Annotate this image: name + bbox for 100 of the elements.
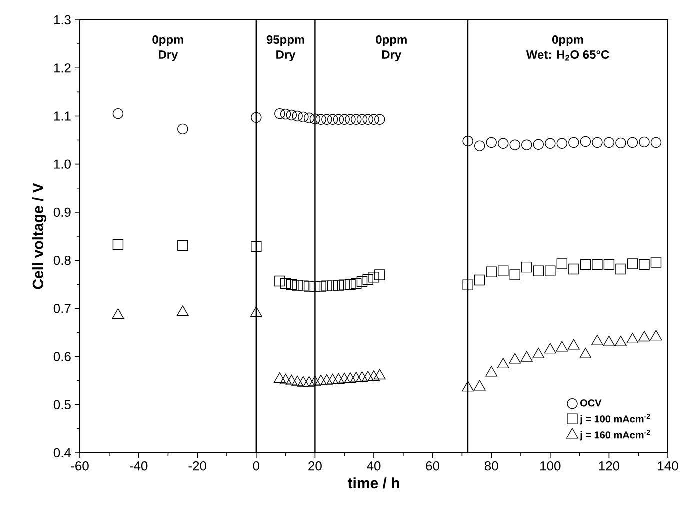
point	[176, 306, 189, 316]
point	[509, 353, 522, 364]
point	[344, 372, 356, 383]
point	[362, 274, 374, 286]
point	[650, 258, 662, 268]
point	[580, 348, 592, 358]
annotation: Dry	[158, 50, 178, 62]
point	[178, 240, 188, 251]
point	[639, 260, 650, 270]
point	[474, 380, 486, 391]
point	[250, 306, 262, 318]
point	[556, 138, 568, 149]
point	[626, 333, 639, 344]
point	[286, 374, 298, 386]
point	[616, 264, 626, 275]
point	[345, 114, 356, 125]
point	[604, 260, 615, 270]
point	[322, 114, 332, 125]
point	[339, 280, 350, 290]
y-tick-label: 0.9	[54, 208, 71, 218]
point	[333, 114, 344, 125]
point	[286, 279, 298, 290]
point	[544, 343, 556, 354]
point	[310, 281, 321, 292]
point	[556, 341, 568, 352]
point	[310, 114, 321, 124]
annotation: 95ppm	[266, 36, 304, 46]
x-tick-label: -40	[130, 462, 148, 471]
point	[316, 114, 326, 125]
point	[274, 108, 286, 120]
point	[498, 138, 509, 149]
point	[614, 336, 627, 346]
point	[616, 138, 626, 149]
point	[650, 137, 662, 148]
point	[568, 264, 580, 275]
annotation: Dry	[382, 50, 402, 62]
point	[368, 370, 380, 382]
y-tick-label: 1.2	[54, 64, 71, 73]
point	[532, 348, 545, 358]
point	[356, 276, 368, 288]
point	[650, 330, 662, 341]
point	[251, 241, 262, 252]
point	[592, 137, 603, 148]
point	[603, 336, 616, 346]
y-tick-label: 0.4	[54, 448, 72, 458]
x-axis-title: time / h	[348, 478, 400, 489]
point	[274, 276, 286, 287]
point	[627, 258, 638, 270]
point	[316, 281, 326, 292]
point	[292, 110, 303, 122]
point	[556, 258, 568, 270]
point	[368, 114, 380, 125]
point	[592, 260, 603, 270]
point	[356, 114, 368, 125]
point	[309, 376, 322, 386]
annotation: 0ppm	[552, 36, 584, 46]
x-tick-label: 60	[426, 462, 440, 471]
legend-label: j = 100 mAcm$^{-2}$	[580, 414, 650, 425]
point	[327, 280, 338, 292]
point	[292, 280, 303, 291]
x-tick-label: 120	[599, 462, 620, 471]
point	[374, 270, 386, 280]
point	[497, 358, 510, 369]
point	[545, 138, 556, 149]
point	[568, 137, 580, 148]
point	[545, 266, 556, 276]
point	[486, 266, 497, 278]
point	[498, 266, 509, 276]
legend-label: OCV	[580, 400, 602, 407]
y-tick-label: 0.5	[54, 400, 71, 410]
point	[462, 280, 474, 290]
point	[374, 114, 386, 125]
point	[280, 108, 292, 120]
point	[178, 124, 188, 135]
point	[474, 140, 486, 152]
point	[315, 374, 328, 386]
point	[486, 137, 497, 148]
annotation: Wet: H$_{2}$O 65°C	[526, 50, 610, 61]
y-tick-label: 1.1	[54, 112, 71, 121]
point	[474, 274, 486, 286]
point	[112, 239, 124, 250]
point	[462, 136, 474, 147]
point	[297, 376, 310, 387]
y-tick-label: 1.3	[54, 15, 71, 25]
y-axis-title: Cell voltage / V	[32, 183, 47, 290]
point	[333, 280, 344, 291]
point	[520, 351, 533, 362]
x-tick-label: -60	[71, 462, 89, 471]
point	[251, 112, 262, 124]
point	[350, 372, 362, 383]
point	[362, 371, 374, 382]
point	[280, 278, 292, 289]
point	[362, 114, 374, 125]
point	[304, 112, 315, 124]
y-tick-label: 0.7	[54, 304, 71, 314]
point	[486, 366, 498, 377]
point	[533, 139, 544, 150]
y-tick-label: 1.0	[54, 160, 71, 169]
point	[356, 372, 368, 382]
point	[580, 136, 592, 148]
